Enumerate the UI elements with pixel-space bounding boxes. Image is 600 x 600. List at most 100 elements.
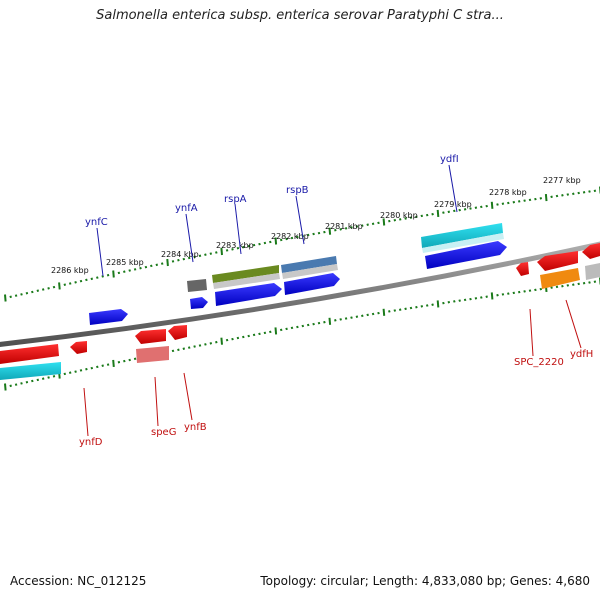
gene-label-ynfC: ynfC <box>85 217 108 228</box>
minor-tick <box>279 238 283 242</box>
gene-feature-ynfD[interactable] <box>0 344 59 364</box>
minor-tick <box>96 365 99 369</box>
gene-feature-cyan-ydfI-shadow[interactable] <box>422 233 504 253</box>
gene-feature-SPC-2220[interactable] <box>516 262 529 276</box>
minor-tick <box>25 380 29 384</box>
gene-feature-speG[interactable] <box>135 329 166 344</box>
gene-feature-edge-gray[interactable] <box>585 263 600 280</box>
gene-feature-small-red-1[interactable] <box>70 341 87 354</box>
gene-feature-steel-rspB-shadow[interactable] <box>282 264 338 279</box>
minor-tick <box>182 257 186 261</box>
minor-tick <box>469 207 472 210</box>
gene-feature-ydfI[interactable] <box>425 241 507 269</box>
minor-tick <box>458 299 461 302</box>
minor-tick <box>404 217 407 220</box>
minor-tick <box>442 301 445 305</box>
minor-tick <box>566 284 570 287</box>
gene-feature-cyan-ydfI[interactable] <box>421 223 503 248</box>
minor-tick <box>290 236 294 240</box>
minor-tick <box>561 194 564 197</box>
gene-label-SPC-2220: SPC_2220 <box>514 357 564 368</box>
major-tick <box>274 327 278 335</box>
minor-tick <box>63 283 67 286</box>
minor-tick <box>593 280 597 283</box>
gene-feature-ynfD-cyan[interactable] <box>0 362 61 380</box>
gene-feature-olive-rspA-shadow[interactable] <box>213 273 280 289</box>
minor-tick <box>398 218 402 221</box>
minor-tick <box>47 287 50 290</box>
gene-feature-red-ydfH[interactable] <box>537 251 578 271</box>
minor-tick <box>263 331 267 335</box>
minor-tick <box>187 346 191 349</box>
minor-tick <box>68 282 72 285</box>
minor-tick <box>14 383 18 386</box>
minor-tick <box>534 197 537 201</box>
minor-tick <box>474 297 478 300</box>
minor-tick <box>398 308 402 311</box>
minor-tick <box>425 304 429 307</box>
minor-tick <box>155 263 159 267</box>
minor-tick <box>171 349 175 353</box>
minor-tick <box>572 192 575 196</box>
gene-feature-ynfC[interactable] <box>89 309 128 325</box>
gene-feature-speG-pink[interactable] <box>136 346 169 363</box>
label-leader-lines <box>83 164 582 437</box>
minor-tick <box>47 376 50 379</box>
accession-label: Accession: NC_012125 <box>10 574 147 588</box>
minor-tick <box>209 342 213 345</box>
gene-feature-rspA[interactable] <box>215 283 282 306</box>
major-tick <box>112 359 115 367</box>
gene-feature-ydfH[interactable] <box>540 268 580 289</box>
minor-tick <box>566 193 570 196</box>
minor-tick <box>485 204 488 208</box>
minor-tick <box>269 330 272 334</box>
minor-tick <box>377 311 380 315</box>
minor-tick <box>215 340 218 344</box>
minor-tick <box>296 325 299 329</box>
tick-label: 2277 kbp <box>543 176 581 185</box>
major-tick <box>544 194 548 202</box>
gene-feature-ynfB[interactable] <box>168 325 187 340</box>
minor-tick <box>20 293 23 296</box>
minor-tick <box>193 345 196 348</box>
minor-tick <box>577 282 580 286</box>
minor-tick <box>539 197 543 200</box>
minor-tick <box>415 305 418 309</box>
minor-tick <box>74 370 77 373</box>
gene-feature-rspB[interactable] <box>284 273 340 295</box>
gene-feature-olive-rspA[interactable] <box>212 265 279 283</box>
minor-tick <box>317 321 321 325</box>
minor-tick <box>312 232 315 236</box>
minor-tick <box>85 278 88 282</box>
minor-tick <box>285 237 288 241</box>
minor-tick <box>63 372 67 376</box>
minor-tick <box>523 199 526 202</box>
minor-tick <box>236 336 240 340</box>
minor-tick <box>79 279 83 283</box>
minor-tick <box>361 314 364 318</box>
minor-tick <box>555 285 559 289</box>
major-tick <box>58 282 61 290</box>
tick-label: 2280 kbp <box>380 211 418 220</box>
gene-feature-ynfA[interactable] <box>190 297 208 309</box>
minor-tick <box>366 223 369 226</box>
minor-tick <box>36 289 40 292</box>
minor-tick <box>182 347 186 350</box>
gene-feature-edge-red[interactable] <box>582 243 600 259</box>
minor-tick <box>312 322 315 326</box>
minor-tick <box>550 195 553 199</box>
minor-tick <box>355 225 359 228</box>
outer-scale-ring <box>4 186 600 302</box>
minor-tick <box>377 221 380 225</box>
major-tick <box>4 294 7 302</box>
gene-feature-gray-ynfA[interactable] <box>187 279 207 292</box>
minor-tick <box>96 276 99 279</box>
minor-tick <box>339 318 342 321</box>
minor-tick <box>52 375 56 378</box>
gene-feature-steel-rspB[interactable] <box>281 256 337 273</box>
minor-tick <box>350 316 353 319</box>
tick-label: 2285 kbp <box>106 258 144 267</box>
minor-tick <box>496 293 499 297</box>
minor-tick <box>279 328 283 332</box>
